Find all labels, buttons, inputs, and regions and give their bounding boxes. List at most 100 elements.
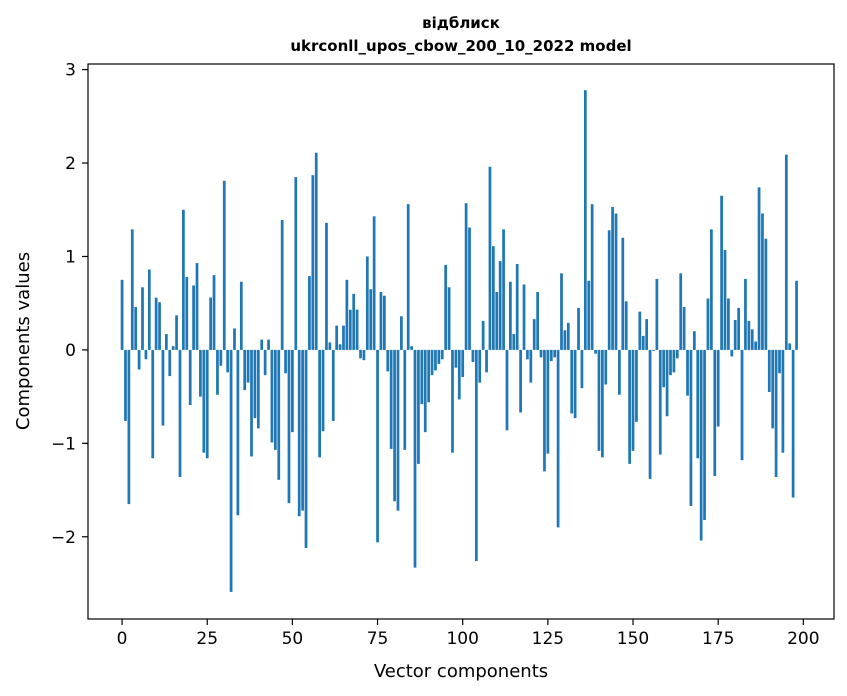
bar-72 [365, 256, 369, 350]
bar-46 [277, 349, 281, 480]
bar-7 [144, 349, 148, 360]
bar-18 [182, 209, 185, 350]
bar-28 [216, 349, 219, 395]
bar-8 [147, 269, 151, 350]
bar-76 [379, 291, 383, 350]
x-tick-label: 175 [702, 629, 734, 649]
bar-34 [236, 349, 240, 516]
bar-60 [325, 222, 328, 350]
bar-147 [621, 237, 625, 350]
bar-27 [212, 275, 216, 350]
bar-110 [495, 291, 499, 350]
bar-157 [655, 278, 659, 350]
bar-74 [372, 216, 376, 350]
bar-10 [154, 297, 158, 350]
y-tick-label: 1 [65, 247, 76, 267]
bar-87 [417, 349, 420, 464]
bar-179 [730, 349, 734, 357]
bar-14 [168, 349, 172, 377]
bar-33 [233, 328, 236, 350]
bar-69 [355, 309, 359, 350]
bar-52 [297, 349, 301, 517]
bar-166 [686, 349, 689, 396]
bar-128 [556, 349, 560, 528]
bar-43 [267, 339, 270, 350]
bar-146 [618, 349, 621, 395]
bar-169 [696, 349, 700, 459]
bar-38 [250, 349, 253, 457]
bar-26 [209, 297, 212, 350]
bar-119 [526, 349, 529, 360]
bar-162 [672, 349, 676, 373]
bar-22 [195, 263, 199, 350]
bar-95 [444, 264, 448, 350]
bar-114 [509, 281, 512, 350]
bar-78 [386, 349, 390, 372]
bar-168 [692, 331, 696, 350]
bar-129 [560, 273, 563, 350]
bar-123 [539, 349, 543, 358]
bar-97 [451, 349, 454, 453]
y-tick-label: −1 [51, 434, 76, 454]
bar-183 [744, 278, 747, 350]
bar-192 [774, 349, 778, 477]
bar-5 [137, 349, 141, 370]
bar-24 [202, 349, 206, 453]
x-tick-label: 50 [282, 629, 304, 649]
bar-132 [570, 349, 574, 414]
bar-51 [294, 177, 298, 350]
x-axis-label: Vector components [374, 661, 548, 682]
plot-frame [87, 63, 835, 620]
bars-group [120, 90, 798, 592]
bar-140 [597, 349, 601, 451]
bar-93 [437, 349, 441, 364]
bar-141 [601, 349, 604, 458]
bar-113 [505, 349, 509, 431]
bar-63 [335, 325, 339, 350]
bar-6 [141, 287, 144, 350]
bar-106 [481, 320, 485, 350]
bar-0 [120, 279, 124, 350]
bar-130 [563, 330, 567, 350]
bar-142 [604, 349, 608, 385]
bar-125 [546, 349, 550, 454]
bar-194 [781, 349, 785, 453]
y-axis-label: Components values [13, 252, 34, 430]
chart-title: відблиск [422, 14, 500, 32]
bar-175 [716, 349, 720, 427]
bar-153 [641, 335, 645, 350]
bar-64 [338, 344, 342, 350]
bar-53 [301, 349, 304, 511]
bar-94 [440, 349, 444, 360]
bar-68 [352, 293, 356, 350]
bar-180 [733, 320, 737, 350]
bar-99 [457, 349, 461, 400]
bar-184 [747, 320, 751, 350]
bar-49 [287, 349, 291, 504]
bar-164 [679, 273, 683, 350]
bar-67 [348, 309, 352, 350]
bar-136 [583, 90, 587, 350]
x-tick-label: 100 [446, 629, 478, 649]
bar-39 [253, 349, 257, 419]
bar-83 [403, 349, 407, 450]
bar-196 [788, 343, 792, 350]
bar-80 [393, 349, 396, 502]
bar-143 [607, 230, 611, 350]
bar-150 [631, 349, 635, 451]
bar-155 [648, 349, 652, 479]
bar-121 [532, 319, 536, 350]
bar-25 [205, 349, 209, 459]
bar-126 [549, 349, 553, 362]
y-axis-ticks: −2 −1 0 1 2 3 [51, 61, 88, 548]
bar-79 [389, 349, 393, 449]
bar-48 [284, 349, 287, 374]
bar-85 [410, 346, 413, 350]
bar-1 [124, 349, 127, 421]
bar-107 [485, 349, 488, 373]
bar-195 [784, 154, 788, 350]
bar-55 [308, 276, 311, 350]
bar-197 [791, 349, 795, 498]
bar-62 [331, 349, 335, 421]
